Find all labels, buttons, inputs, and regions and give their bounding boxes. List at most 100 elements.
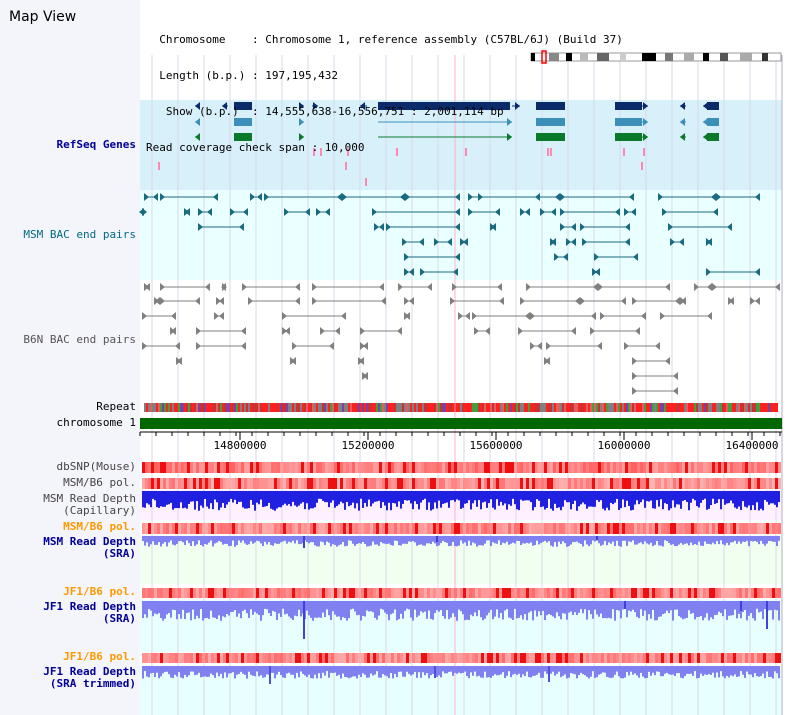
- read-depth-bar: [596, 491, 598, 500]
- polymorphism-cell: [211, 653, 214, 663]
- polymorphism-cell: [340, 588, 343, 598]
- polymorphism-cell: [298, 478, 301, 489]
- read-depth-bar: [386, 536, 388, 545]
- read-depth-bar: [718, 666, 720, 678]
- polymorphism-cell: [400, 523, 403, 534]
- read-depth-bar: [608, 491, 610, 511]
- read-depth-bar: [724, 536, 726, 546]
- repeat-element: [318, 403, 320, 412]
- track-label-msm-b6-pol-2[interactable]: MSM/B6 pol.: [63, 520, 136, 533]
- read-depth-bar: [386, 666, 388, 677]
- read-depth-bar: [628, 666, 630, 676]
- polymorphism-cell: [421, 523, 424, 534]
- repeat-element: [248, 403, 250, 412]
- read-depth-bar: [466, 601, 468, 620]
- read-depth-bar: [766, 536, 768, 544]
- read-depth-bar: [336, 491, 338, 507]
- bac-end-marker: [670, 238, 675, 246]
- polymorphism-cell: [166, 478, 169, 489]
- repeat-element: [634, 403, 636, 412]
- read-depth-bar: [650, 601, 652, 619]
- polymorphism-cell: [175, 478, 178, 489]
- track-label-repeat[interactable]: Repeat: [96, 400, 136, 413]
- gene-exon: [707, 102, 719, 110]
- read-depth-bar: [228, 491, 230, 502]
- repeat-element: [270, 403, 272, 412]
- polymorphism-cell: [331, 523, 334, 534]
- polymorphism-cell: [529, 523, 532, 534]
- track-label-b6n-bac[interactable]: B6N BAC end pairs: [23, 333, 136, 346]
- polymorphism-cell: [388, 478, 391, 489]
- track-label-jf1-depth-sra[interactable]: JF1 Read Depth (SRA): [43, 600, 136, 625]
- read-depth-bar: [256, 536, 258, 541]
- read-depth-bar: [584, 491, 586, 505]
- read-depth-bar: [396, 601, 398, 621]
- repeat-element: [332, 403, 334, 412]
- polymorphism-cell: [772, 523, 775, 534]
- read-depth-bar: [326, 491, 328, 503]
- track-label-refseq-genes[interactable]: RefSeq Genes: [56, 138, 136, 151]
- polymorphism-cell: [154, 588, 157, 598]
- refseq-small-feature: [345, 162, 347, 170]
- track-label-jf1-depth-trimmed[interactable]: JF1 Read Depth (SRA trimmed): [43, 665, 136, 690]
- read-depth-bar: [310, 601, 312, 618]
- read-depth-bar: [480, 491, 482, 510]
- read-depth-bar: [636, 666, 638, 676]
- read-depth-bar: [674, 491, 676, 508]
- track-label-jf1-b6-pol-2[interactable]: JF1/B6 pol.: [63, 650, 136, 663]
- track-label-msm-depth-sra[interactable]: MSM Read Depth (SRA): [43, 535, 136, 560]
- polymorphism-cell: [403, 523, 406, 534]
- polymorphism-cell: [379, 462, 382, 473]
- read-depth-bar: [364, 536, 366, 544]
- ideogram-band: [566, 53, 572, 61]
- repeat-element: [544, 403, 546, 412]
- read-depth-bar: [180, 536, 182, 541]
- polymorphism-cell: [688, 523, 691, 534]
- read-depth-bar: [718, 491, 720, 500]
- track-label-msm-b6-pol-1[interactable]: MSM/B6 pol.: [63, 476, 136, 489]
- polymorphism-cell: [352, 478, 355, 489]
- read-depth-bar: [260, 536, 262, 544]
- read-depth-bar: [650, 536, 652, 543]
- bac-end-marker: [594, 253, 599, 261]
- polymorphism-cell: [277, 523, 280, 534]
- repeat-element: [588, 403, 590, 412]
- read-depth-bar: [556, 491, 558, 508]
- track-label-dbsnp[interactable]: dbSNP(Mouse): [56, 460, 136, 473]
- read-depth-bar: [188, 491, 190, 504]
- polymorphism-cell: [589, 588, 592, 598]
- read-depth-bar: [496, 536, 498, 544]
- read-depth-bar: [724, 666, 726, 679]
- read-depth-bar: [412, 491, 414, 510]
- read-depth-bar: [446, 666, 448, 674]
- track-label-chromosome[interactable]: chromosome 1: [56, 416, 136, 429]
- read-depth-bar: [478, 536, 480, 546]
- polymorphism-cell: [439, 653, 442, 663]
- read-depth-bar: [194, 601, 196, 620]
- read-depth-bar: [150, 536, 152, 545]
- bac-end-marker: [668, 223, 673, 231]
- polymorphism-cell: [256, 588, 259, 598]
- read-depth-bar: [242, 491, 244, 508]
- read-depth-bar: [356, 666, 358, 679]
- read-depth-bar: [174, 536, 176, 546]
- polymorphism-cell: [520, 478, 523, 489]
- polymorphism-cell: [298, 588, 301, 598]
- read-depth-bar: [580, 666, 582, 673]
- polymorphism-cell: [676, 588, 679, 598]
- read-depth-bar: [220, 491, 222, 508]
- read-depth-bar: [612, 601, 614, 610]
- track-label-jf1-b6-pol-1[interactable]: JF1/B6 pol.: [63, 585, 136, 598]
- polymorphism-cell: [340, 478, 343, 489]
- track-label-msm-depth-capillary[interactable]: MSM Read Depth (Capillary): [43, 492, 136, 517]
- polymorphism-cell: [307, 523, 310, 534]
- repeat-element: [700, 403, 702, 412]
- repeat-element: [498, 403, 500, 412]
- read-depth-bar: [324, 601, 326, 618]
- track-label-msm-bac[interactable]: MSM BAC end pairs: [23, 228, 136, 241]
- bac-end-marker: [153, 193, 158, 201]
- read-depth-bar: [196, 666, 198, 675]
- read-depth-bar: [342, 601, 344, 618]
- polymorphism-cell: [373, 653, 376, 663]
